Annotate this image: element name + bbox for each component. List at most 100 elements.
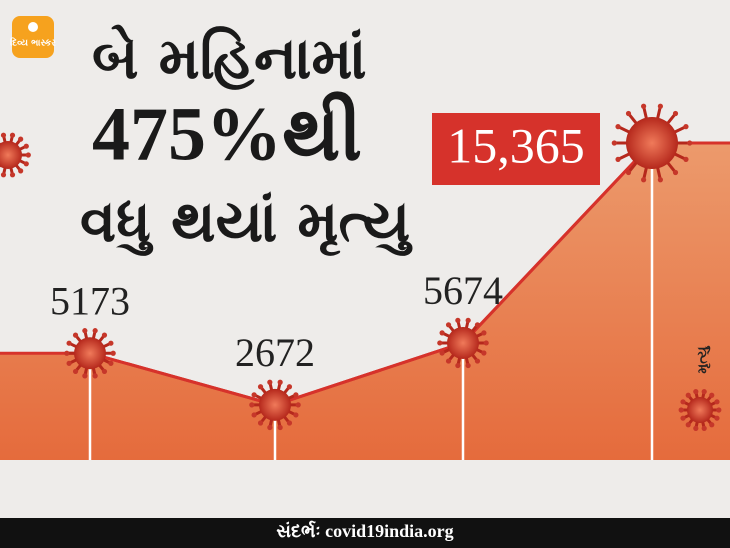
virus-tip bbox=[709, 392, 715, 398]
virus-tip bbox=[0, 132, 7, 138]
virus-tip bbox=[72, 368, 79, 375]
point bbox=[626, 117, 678, 169]
virus-tip bbox=[64, 350, 70, 356]
virus-tip bbox=[680, 399, 686, 405]
virus-tip bbox=[25, 152, 31, 158]
virus-tip bbox=[108, 340, 114, 346]
virus-tip bbox=[92, 373, 98, 379]
title-line: 475%થી bbox=[92, 89, 362, 176]
virus-tip bbox=[693, 389, 699, 395]
title-line: વધુ થયાં મૃત્યુ bbox=[80, 187, 413, 256]
value-label: 5674 bbox=[423, 268, 503, 313]
area bbox=[0, 143, 730, 460]
virus-tip bbox=[72, 332, 79, 338]
virus-tip bbox=[437, 340, 443, 346]
point bbox=[74, 337, 106, 370]
virus-tip bbox=[714, 399, 720, 405]
virus-tip bbox=[108, 360, 114, 366]
virus-tip bbox=[701, 389, 707, 395]
label-band bbox=[0, 460, 730, 518]
virus-tip bbox=[18, 168, 24, 174]
logo: દિવ્ય ભાસ્કર bbox=[10, 16, 56, 58]
virus-tip bbox=[641, 177, 647, 183]
virus-tip bbox=[257, 384, 264, 390]
value-label: 2672 bbox=[235, 330, 315, 375]
virus-tip bbox=[641, 103, 647, 109]
virus-tip bbox=[678, 407, 684, 413]
virus-tip bbox=[455, 317, 461, 323]
virus-tip bbox=[701, 425, 707, 431]
virus-tip bbox=[693, 425, 699, 431]
virus-tip bbox=[657, 177, 663, 183]
virus-tip bbox=[439, 330, 445, 336]
virus-tip bbox=[709, 422, 715, 428]
virus-tip bbox=[683, 156, 689, 162]
series-line bbox=[89, 141, 654, 407]
virus-tip bbox=[611, 140, 617, 146]
virus-tip bbox=[625, 169, 632, 176]
virus-icon-body bbox=[687, 397, 713, 423]
virus-tip bbox=[9, 132, 16, 138]
virus-tip bbox=[714, 415, 720, 421]
virus-tip bbox=[295, 402, 301, 408]
virus-tip bbox=[672, 110, 679, 117]
virus-tip bbox=[687, 140, 693, 146]
virus-tip bbox=[23, 161, 29, 167]
virus-icon-body bbox=[0, 141, 22, 169]
virus-tip bbox=[82, 373, 88, 379]
virus-tip bbox=[286, 384, 293, 390]
virus-tip bbox=[481, 330, 487, 336]
value-label: 5173 bbox=[50, 278, 130, 323]
virus-tip bbox=[277, 379, 283, 385]
virus-tip bbox=[249, 402, 255, 408]
virus-tip bbox=[251, 392, 257, 398]
virus-tip bbox=[92, 328, 98, 334]
virus-tip bbox=[615, 156, 621, 162]
virus-tip bbox=[481, 350, 487, 356]
virus-tip bbox=[672, 169, 679, 176]
virus-tip bbox=[680, 415, 686, 421]
point bbox=[447, 326, 479, 359]
virus-tip bbox=[66, 360, 72, 366]
virus-tip bbox=[483, 340, 489, 346]
virus-tip bbox=[23, 143, 29, 149]
virus-tip bbox=[101, 368, 108, 375]
virus-tip bbox=[0, 172, 7, 178]
virus-tip bbox=[474, 358, 481, 364]
virus-tip bbox=[82, 328, 88, 334]
virus-tip bbox=[445, 358, 452, 364]
virus-tip bbox=[66, 340, 72, 346]
virus-tip bbox=[267, 424, 273, 431]
virus-tip bbox=[286, 420, 293, 426]
virus-tip bbox=[101, 332, 108, 338]
virus-tip bbox=[465, 362, 471, 369]
virus-tip bbox=[257, 420, 264, 426]
virus-tip bbox=[455, 362, 461, 369]
virus-tip bbox=[9, 172, 16, 178]
virus-tip bbox=[685, 422, 691, 428]
value-label: 15,365 bbox=[447, 117, 585, 173]
virus-tip bbox=[657, 103, 663, 109]
point bbox=[259, 388, 291, 421]
virus-tip bbox=[267, 379, 273, 385]
virus-tip bbox=[277, 424, 283, 431]
virus-tip bbox=[293, 412, 299, 418]
logo-text: દિવ્ય ભાસ્કર bbox=[10, 37, 56, 49]
virus-tip bbox=[716, 407, 722, 413]
virus-tip bbox=[685, 392, 691, 398]
virus-tip bbox=[465, 317, 471, 323]
virus-tip bbox=[110, 350, 116, 356]
virus-tip bbox=[683, 124, 689, 130]
virus-tip bbox=[18, 136, 24, 142]
virus-tip bbox=[251, 412, 257, 418]
virus-tip bbox=[474, 322, 481, 328]
virus-tip bbox=[625, 110, 632, 117]
virus-tip bbox=[439, 350, 445, 356]
source: સંદર્ભઃ covid19india.org bbox=[276, 520, 453, 541]
virus-tip bbox=[445, 322, 452, 328]
virus-tip bbox=[615, 124, 621, 130]
value-label-box bbox=[432, 113, 600, 185]
virus-tip bbox=[293, 392, 299, 398]
title-line: બે મહિનામાં bbox=[92, 23, 367, 92]
side-label: મૃત્યુ bbox=[695, 346, 711, 374]
